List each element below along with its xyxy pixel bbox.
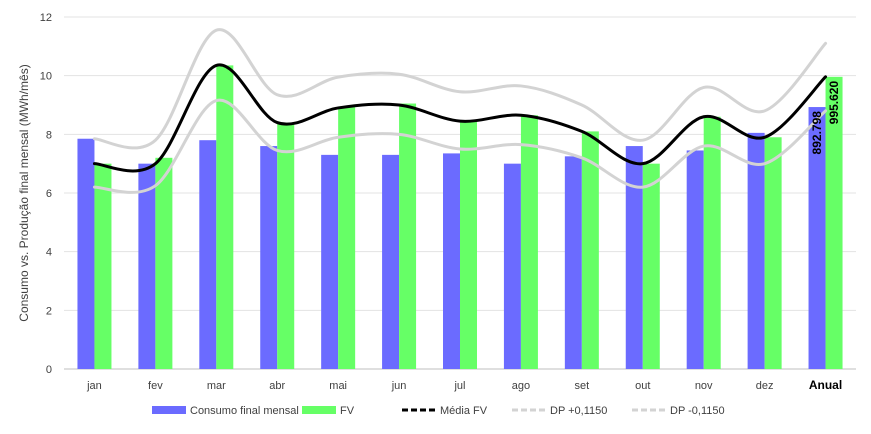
x-tick-label: abr [269, 380, 285, 392]
bar-consumo [138, 163, 156, 369]
bar-consumo [321, 154, 339, 369]
bar-consumo [199, 140, 217, 369]
legend-swatch [152, 406, 186, 414]
x-tick-label: fev [148, 380, 163, 392]
legend-label: Consumo final mensal [190, 405, 299, 417]
bar-consumo [686, 150, 704, 369]
bar-consumo [443, 153, 460, 369]
legend-label: Média FV [440, 405, 488, 417]
bar-consumo [503, 163, 521, 369]
bar-consumo [77, 138, 95, 369]
legend-label: FV [340, 405, 355, 417]
bar-fv [399, 103, 417, 370]
bar-fv [520, 115, 538, 370]
bar-fv [277, 122, 295, 369]
bar-fv [460, 121, 477, 369]
x-tick-label: out [635, 380, 650, 392]
bar-consumo [564, 156, 582, 369]
x-tick-label: dez [756, 380, 774, 392]
bar-fv [338, 106, 356, 369]
x-tick-label: jun [391, 380, 407, 392]
bar-consumo [382, 154, 400, 369]
line-dp [92, 98, 828, 194]
x-tick-label: ago [512, 380, 530, 392]
bar-fv [642, 163, 660, 369]
bar-consumo [808, 107, 826, 369]
x-tick-label: nov [695, 380, 713, 392]
bar-consumo [625, 146, 643, 369]
bar-fv [216, 65, 234, 370]
line-media-fv [92, 63, 828, 173]
bar-fv [764, 137, 782, 369]
legend-swatch [302, 406, 336, 414]
bar-consumo [260, 146, 278, 369]
legend-label: DP +0,1150 [550, 405, 607, 417]
x-tick-label: set [575, 380, 590, 392]
x-tick-label: mai [329, 380, 347, 392]
x-tick-label: Anual [809, 378, 842, 392]
y-tick-label: 4 [46, 247, 52, 259]
x-tick-label: jan [86, 380, 102, 392]
y-tick-label: 10 [40, 71, 52, 83]
bar-consumo [747, 132, 765, 369]
y-axis-label: Consumo vs. Produção final mensal (MWh/m… [17, 64, 31, 321]
bar-fv [94, 163, 112, 369]
y-tick-label: 6 [46, 188, 52, 200]
line-dp [92, 28, 828, 150]
legend-label: DP -0,1150 [670, 405, 725, 417]
data-label-consumo-anual: 892.798 [810, 111, 824, 155]
x-tick-label: mar [207, 380, 226, 392]
bar-fv [703, 116, 721, 369]
data-label-fv-anual: 995.620 [827, 81, 841, 125]
y-tick-label: 12 [40, 12, 52, 24]
y-tick-label: 2 [46, 305, 52, 317]
bar-fv [825, 76, 843, 369]
bar-fv [581, 131, 599, 369]
y-tick-label: 0 [46, 364, 52, 376]
bar-fv [155, 157, 173, 369]
x-tick-label: jul [453, 380, 465, 392]
y-tick-label: 8 [46, 129, 52, 141]
